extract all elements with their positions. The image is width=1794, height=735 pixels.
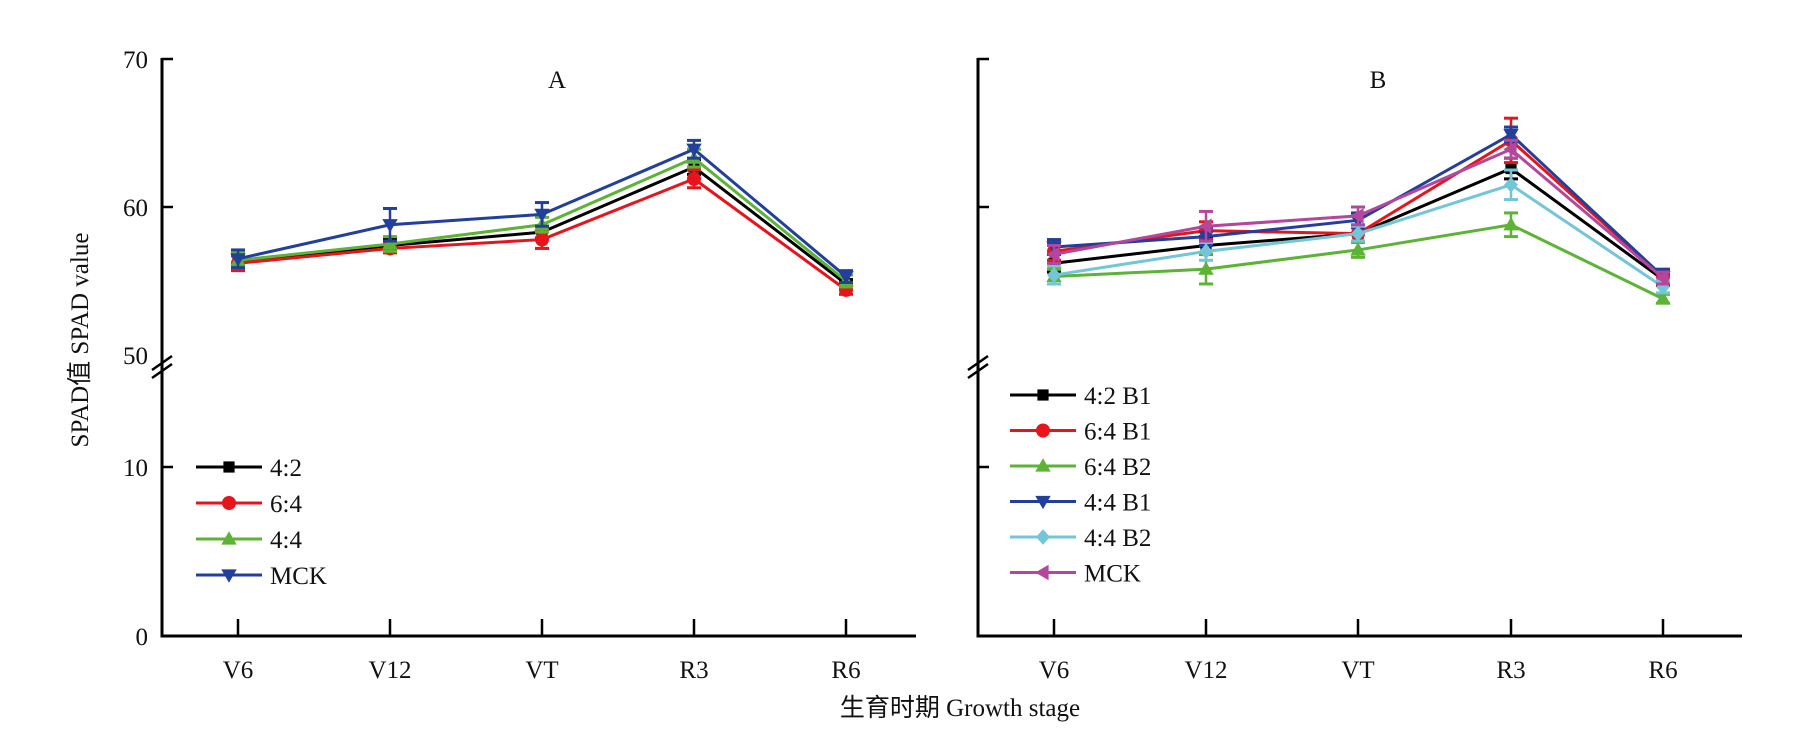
x-tick-label: V12	[1184, 657, 1227, 684]
data-point	[1351, 225, 1365, 242]
data-point	[230, 253, 246, 267]
data-point	[1047, 267, 1061, 283]
legend-label: 6:4 B2	[1084, 454, 1151, 481]
legend-item: 4:4 B2	[1010, 525, 1151, 552]
x-axis-title: 生育时期 Growth stage	[840, 694, 1080, 722]
legend-marker	[1035, 564, 1049, 581]
legend-label: MCK	[1084, 561, 1141, 588]
x-tick-label: V6	[1039, 657, 1070, 684]
y-tick-label: 10	[123, 455, 148, 482]
y-tick-label: 50	[123, 343, 148, 370]
series-6-4-b2	[1046, 211, 1671, 305]
x-tick-label: R3	[1496, 657, 1525, 684]
legend-label: MCK	[270, 563, 327, 590]
legend-marker	[222, 496, 236, 510]
legend: 4:2 B1 6:4 B1 6:4 B2 4:4 B1 4:4 B2 MCK	[1010, 383, 1151, 588]
series-4-4-b2	[1047, 168, 1670, 295]
panel-b-title: B	[1370, 67, 1387, 94]
legend-label: 4:4	[270, 527, 302, 554]
legend-label: 4:4 B1	[1084, 490, 1151, 517]
data-point	[1199, 243, 1213, 260]
data-point	[687, 171, 701, 186]
data-point	[1503, 128, 1519, 143]
x-tick-label: R6	[1648, 657, 1677, 684]
x-tick-label: R6	[831, 657, 860, 684]
panel-a-title: A	[548, 67, 566, 94]
series-mck	[230, 138, 854, 285]
data-point	[1198, 261, 1214, 275]
data-point	[1655, 270, 1669, 286]
y-tick-label: 0	[136, 624, 149, 651]
data-point	[1503, 141, 1517, 157]
data-point	[1046, 246, 1060, 263]
legend: 4:2 6:4 4:4 MCK	[196, 455, 327, 590]
data-point	[1198, 218, 1212, 234]
legend-marker	[221, 531, 237, 545]
legend-item: 6:4	[196, 491, 302, 518]
x-tick-label: VT	[525, 657, 558, 684]
legend-item: 4:2 B1	[1010, 383, 1151, 410]
legend-item: MCK	[1010, 561, 1141, 588]
axis-break-mark	[967, 354, 989, 372]
data-point	[1350, 242, 1366, 256]
legend-label: 6:4 B1	[1084, 419, 1151, 446]
y-tick-label: 60	[123, 195, 148, 222]
legend-marker	[1035, 495, 1051, 510]
data-point	[1350, 208, 1364, 224]
series-mck	[1046, 138, 1670, 286]
legend-item: MCK	[196, 563, 327, 590]
legend-marker	[223, 461, 235, 473]
legend-item: 4:4 B1	[1010, 490, 1151, 517]
legend-marker	[221, 569, 237, 583]
legend-item: 4:2	[196, 455, 302, 482]
x-tick-label: VT	[1341, 657, 1374, 684]
data-point	[382, 219, 398, 233]
data-point	[535, 232, 549, 247]
axis-break-mark	[151, 354, 173, 372]
legend-marker	[1037, 389, 1049, 401]
legend-marker	[1036, 423, 1050, 438]
legend-item: 4:4	[196, 527, 302, 554]
data-point	[838, 270, 854, 285]
panel-a: A 0 10 50 60 70 V6 V12 VT R3 R6 4:2 6:4 4:4 MCK	[123, 47, 916, 684]
data-point	[382, 236, 398, 250]
legend-label: 6:4	[270, 491, 302, 518]
y-axis-title: SPAD值 SPAD value	[66, 233, 94, 448]
legend-label: 4:2	[270, 455, 302, 482]
axes: V6 V12 VT R3 R6	[967, 57, 1742, 684]
axes: 0 10 50 60 70 V6 V12 VT R3 R6	[123, 47, 916, 684]
data-point	[1655, 291, 1671, 305]
y-tick-label: 70	[123, 47, 148, 74]
axis-break-mark	[151, 362, 173, 380]
legend-marker	[1035, 458, 1051, 472]
data-point	[1503, 217, 1519, 231]
x-tick-label: R3	[679, 657, 708, 684]
x-tick-label: V12	[368, 657, 411, 684]
data-point	[686, 143, 702, 157]
panel-b: B V6 V12 VT R3 R6 4:2 B1 6:4 B1 6:4 B2 4:4 B1 4:4…	[967, 57, 1742, 684]
legend-item: 6:4 B1	[1010, 419, 1151, 446]
legend-marker	[1036, 529, 1050, 545]
data-point	[1504, 177, 1518, 193]
data-point	[534, 208, 550, 223]
legend-item: 6:4 B2	[1010, 454, 1151, 481]
x-tick-label: V6	[223, 657, 254, 684]
legend-label: 4:4 B2	[1084, 525, 1151, 552]
axis-break-mark	[967, 362, 989, 380]
legend-label: 4:2 B1	[1084, 383, 1151, 410]
